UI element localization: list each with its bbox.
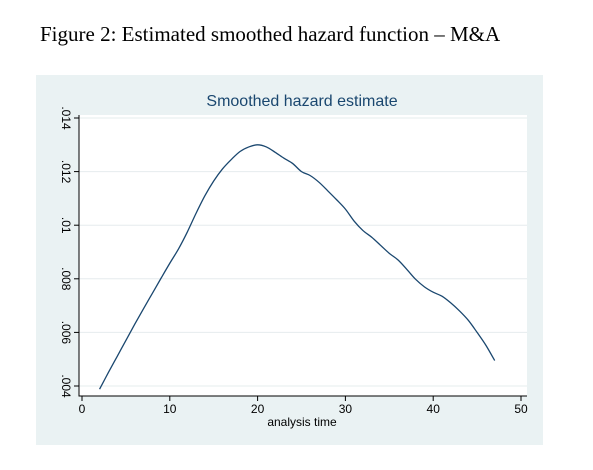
x-tick-label: 30 bbox=[339, 402, 353, 416]
x-tick-label: 40 bbox=[427, 402, 441, 416]
hazard-series-line bbox=[98, 144, 496, 390]
grid-lines bbox=[79, 117, 527, 387]
figure-caption: Figure 2: Estimated smoothed hazard func… bbox=[40, 22, 501, 46]
x-tick-label: 50 bbox=[514, 402, 528, 416]
plot-area bbox=[79, 115, 527, 396]
chart-panel: Smoothed hazard estimate 0 10 20 30 40 50 .00… bbox=[36, 75, 543, 445]
x-tick-label: 10 bbox=[163, 402, 177, 416]
x-axis-ticks: 0 10 20 30 40 50 bbox=[79, 396, 528, 416]
y-tick-label: .01 bbox=[59, 217, 73, 234]
y-tick-label: .008 bbox=[59, 267, 73, 291]
y-axis-ticks: .004 .006 .008 .01 .012 .014 bbox=[59, 106, 79, 398]
hazard-chart: Smoothed hazard estimate 0 10 20 30 40 50 .00… bbox=[59, 93, 528, 429]
x-tick-label: 20 bbox=[251, 402, 265, 416]
axes bbox=[78, 115, 527, 397]
x-tick-label: 0 bbox=[79, 402, 86, 416]
x-axis-label: analysis time bbox=[267, 415, 337, 429]
chart-title: Smoothed hazard estimate bbox=[206, 93, 397, 110]
y-tick-label: .014 bbox=[59, 106, 73, 130]
y-tick-label: .006 bbox=[59, 321, 73, 345]
y-tick-label: .004 bbox=[59, 374, 73, 398]
y-tick-label: .012 bbox=[59, 160, 73, 184]
